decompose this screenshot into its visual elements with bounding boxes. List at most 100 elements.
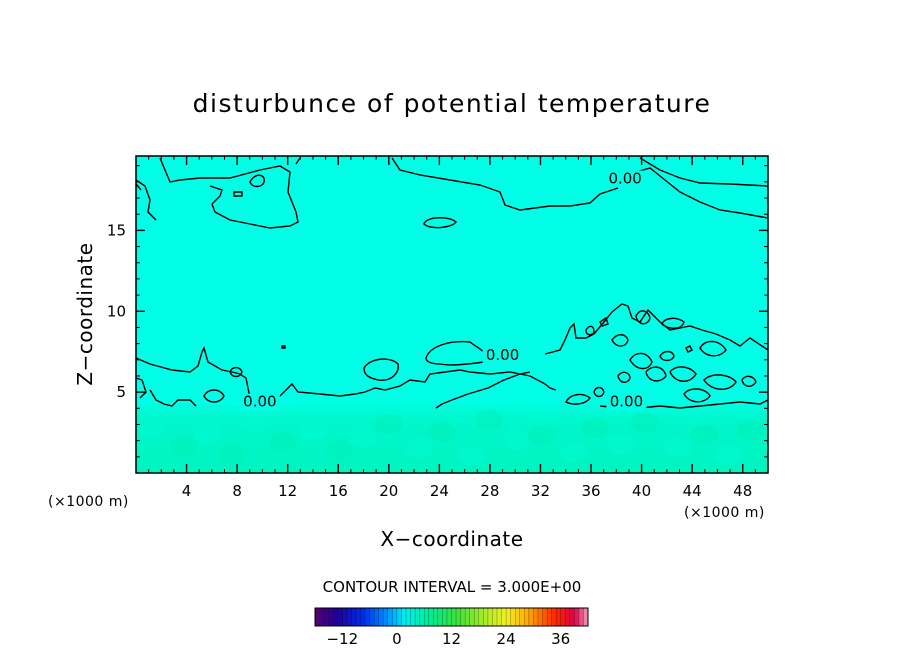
colorbar-cell — [428, 608, 434, 626]
chart-title: disturbunce of potential temperature — [193, 89, 712, 118]
surface-patch — [663, 436, 692, 457]
colorbar-cell — [487, 608, 493, 626]
colorbar-cell — [324, 608, 330, 626]
colorbar-cell — [437, 608, 443, 626]
colorbar-cell — [419, 608, 425, 626]
x-tick-label: 16 — [329, 482, 348, 500]
surface-patch — [218, 444, 247, 464]
colorbar-frame — [314, 607, 589, 627]
contour-line — [229, 366, 243, 378]
colorbar-cell — [360, 608, 366, 626]
contour-line — [249, 174, 265, 188]
surface-patch — [715, 444, 744, 465]
colorbar-cell — [510, 608, 516, 626]
contour-line — [685, 345, 693, 353]
surface-patch — [298, 420, 327, 440]
colorbar-cell — [433, 608, 439, 626]
colorbar-tick-label: 36 — [551, 630, 570, 648]
surface-patch — [428, 422, 456, 442]
colorbar-cell — [374, 608, 380, 626]
x-tick-label: 48 — [733, 482, 752, 500]
surface-texture — [138, 410, 765, 466]
contour-label-bg — [482, 346, 523, 364]
surface-patch — [630, 412, 659, 433]
contour-label: 0.00 — [243, 393, 276, 411]
x-tick-label: 28 — [480, 482, 499, 500]
colorbar-cell — [378, 608, 384, 626]
contour-line — [136, 303, 768, 409]
contour-line — [593, 386, 605, 398]
colorbar-cell — [524, 608, 530, 626]
colorbar-cell — [478, 608, 484, 626]
colorbar-cell — [451, 608, 457, 626]
colorbar-cell — [560, 608, 566, 626]
colorbar-cell — [583, 608, 589, 626]
x-tick-label: 12 — [278, 482, 297, 500]
x-axis-ticks: 4 8 12 16 20 24 28 32 36 40 44 48 — [148, 156, 756, 500]
colorbar-cell — [542, 608, 548, 626]
colorbar-cell — [410, 608, 416, 626]
y-tick-label: 15 — [107, 221, 126, 239]
contour-label: 0.00 — [610, 393, 643, 411]
surface-patch — [138, 416, 166, 436]
contour-line — [645, 366, 667, 382]
colorbar-cell — [319, 608, 325, 626]
surface-patch — [405, 438, 434, 458]
colorbar-cell — [547, 608, 552, 626]
colorbar-cell — [396, 608, 402, 626]
contour-line — [599, 316, 609, 327]
colorbar-cell — [424, 608, 430, 626]
colorbar-cell — [492, 608, 498, 626]
contour-line — [629, 352, 653, 370]
colorbar-cell — [456, 608, 461, 626]
surface-patch — [325, 440, 353, 460]
surface-patch — [269, 432, 298, 452]
surface-patch — [581, 418, 610, 438]
surface-patch — [691, 424, 719, 445]
colorbar-cell — [465, 608, 471, 626]
contour-line — [233, 191, 243, 197]
contour-line — [683, 388, 711, 403]
colorbar-cell — [406, 608, 411, 626]
x-tick-label: 32 — [531, 482, 550, 500]
colorbar-cell — [474, 608, 480, 626]
surface-patch — [170, 436, 198, 456]
x-tick-label: 8 — [232, 482, 242, 500]
contour-label: 0.00 — [486, 346, 519, 364]
surface-patch — [736, 420, 765, 441]
colorbar-cell — [383, 608, 389, 626]
y-axis-ticks: 5 10 15 — [107, 165, 768, 458]
contour-labels: 0.00 0.00 0.00 0.00 — [239, 169, 647, 411]
colorbar-cell — [342, 608, 348, 626]
colorbar-cell — [369, 608, 375, 626]
contour-line — [741, 375, 757, 387]
y-tick-label: 5 — [116, 383, 126, 401]
colorbar-cell — [337, 608, 343, 626]
surface-patch — [504, 430, 532, 450]
contour-line — [363, 358, 399, 381]
colorbar-cell — [551, 608, 557, 626]
contour-line — [585, 325, 595, 336]
colorbar-cell — [460, 608, 466, 626]
colorbar-cell — [483, 608, 489, 626]
colorbar-cell — [578, 608, 584, 626]
contour-line — [659, 350, 675, 362]
surface-patch — [241, 412, 269, 432]
colorbar-tick-label: 24 — [497, 630, 516, 648]
contour-line — [136, 157, 768, 229]
colorbar-cell — [537, 608, 543, 626]
contour-line — [565, 393, 591, 405]
surface-patch — [475, 410, 504, 430]
y-axis-label: Z−coordinate — [73, 242, 97, 385]
colorbar-cell — [442, 608, 448, 626]
colorbar-cell — [446, 608, 452, 626]
colorbar-cell — [346, 608, 352, 626]
colorbar-cell — [355, 608, 361, 626]
x-tick-label: 20 — [379, 482, 398, 500]
contour-line — [611, 334, 629, 347]
surface-patch — [527, 426, 556, 446]
colorbar-tick-label: 12 — [442, 630, 461, 648]
colorbar-cell — [351, 608, 357, 626]
contour-label-bg — [605, 170, 646, 188]
